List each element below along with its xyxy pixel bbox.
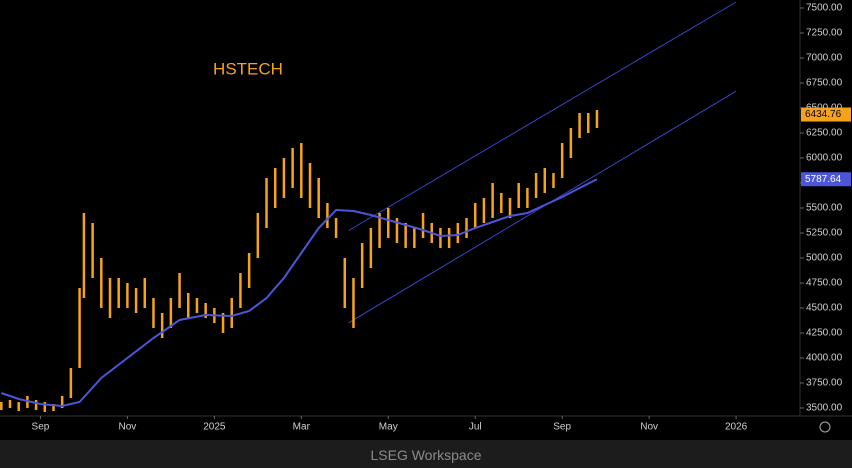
y-tick-label: 7000.00	[806, 53, 843, 64]
x-tick-label: Nov	[118, 422, 136, 433]
y-tick-label: 4500.00	[806, 303, 843, 314]
y-tick-label: 6250.00	[806, 128, 843, 139]
y-tick-label: 5250.00	[806, 228, 843, 239]
trendline	[348, 1, 737, 231]
x-tick-label: Mar	[293, 422, 311, 433]
settings-icon[interactable]	[819, 421, 831, 433]
price-tag	[801, 107, 851, 122]
y-tick-label: 6000.00	[806, 153, 843, 164]
price-tag-label: 6434.76	[805, 109, 842, 120]
x-tick-label: Nov	[640, 422, 658, 433]
x-tick-label: Sep	[32, 422, 50, 433]
y-tick-label: 3750.00	[806, 378, 843, 389]
y-tick-label: 6750.00	[806, 78, 843, 89]
price-tag-label: 5787.64	[805, 174, 842, 185]
chart: HSTECH 3500.00 3750.00 4000.00 4250.00 4500.…	[0, 0, 852, 433]
x-tick-label: Jul	[469, 422, 482, 433]
y-tick-label: 4250.00	[806, 328, 843, 339]
x-tick-label: 2025	[203, 422, 226, 433]
y-tick-label: 3500.00	[806, 403, 843, 414]
x-tick-label: 2026	[725, 422, 748, 433]
price-tag	[801, 172, 851, 187]
y-tick-label: 7500.00	[806, 3, 843, 14]
y-tick-label: 4750.00	[806, 278, 843, 289]
x-tick-label: May	[379, 422, 398, 433]
y-tick-label: 5000.00	[806, 253, 843, 264]
y-tick-label: 7250.00	[806, 28, 843, 39]
footer: LSEG Workspace	[0, 440, 852, 468]
chart-title: HSTECH	[213, 59, 283, 78]
x-tick-label: Sep	[553, 422, 571, 433]
moving-average	[0, 178, 598, 408]
y-tick-label: 4000.00	[806, 353, 843, 364]
y-tick-label: 5500.00	[806, 203, 843, 214]
